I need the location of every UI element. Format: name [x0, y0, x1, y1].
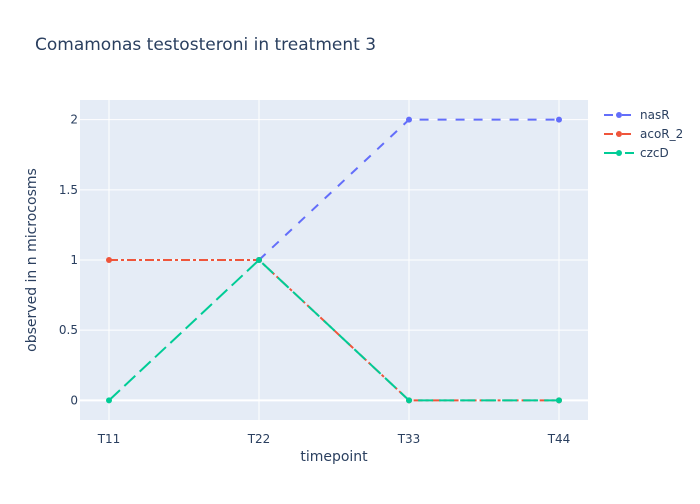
data-point[interactable]	[406, 397, 412, 404]
legend-label: nasR	[640, 108, 670, 122]
x-tick-label: T22	[247, 432, 271, 446]
data-point[interactable]	[556, 397, 562, 404]
data-point[interactable]	[106, 397, 112, 404]
legend-label: czcD	[640, 146, 669, 160]
legend[interactable]: nasR acoR_2 czcD	[604, 108, 683, 160]
chart-title: Comamonas testosteroni in treatment 3	[35, 35, 376, 55]
y-tick-label: 2	[70, 113, 78, 127]
data-point[interactable]	[256, 257, 262, 263]
y-tick-label: 0.5	[59, 323, 78, 337]
legend-marker	[616, 131, 622, 137]
grid-lines	[80, 100, 588, 420]
legend-item[interactable]: czcD	[604, 146, 669, 160]
x-axis-label: timepoint	[300, 449, 368, 465]
legend-marker	[616, 150, 622, 156]
legend-item[interactable]: nasR	[604, 108, 670, 122]
legend-label: acoR_2	[640, 127, 683, 141]
axis-ticks: T11 T22 T33 T44 0 0.5 1 1.5 2	[59, 113, 570, 446]
y-tick-label: 1	[70, 253, 78, 267]
data-point[interactable]	[106, 257, 112, 263]
series-lines	[106, 116, 562, 404]
x-tick-label: T44	[547, 432, 571, 446]
legend-marker	[616, 112, 622, 118]
legend-item[interactable]: acoR_2	[604, 127, 683, 141]
series-line	[108, 258, 559, 402]
y-axis-label: observed in n microcosms	[24, 168, 40, 352]
data-point[interactable]	[556, 116, 562, 123]
x-tick-label: T11	[97, 432, 121, 446]
y-tick-label: 0	[70, 393, 78, 407]
x-tick-label: T33	[397, 432, 421, 446]
data-point[interactable]	[406, 116, 412, 123]
series-czcd	[106, 257, 562, 404]
y-tick-label: 1.5	[59, 183, 78, 197]
